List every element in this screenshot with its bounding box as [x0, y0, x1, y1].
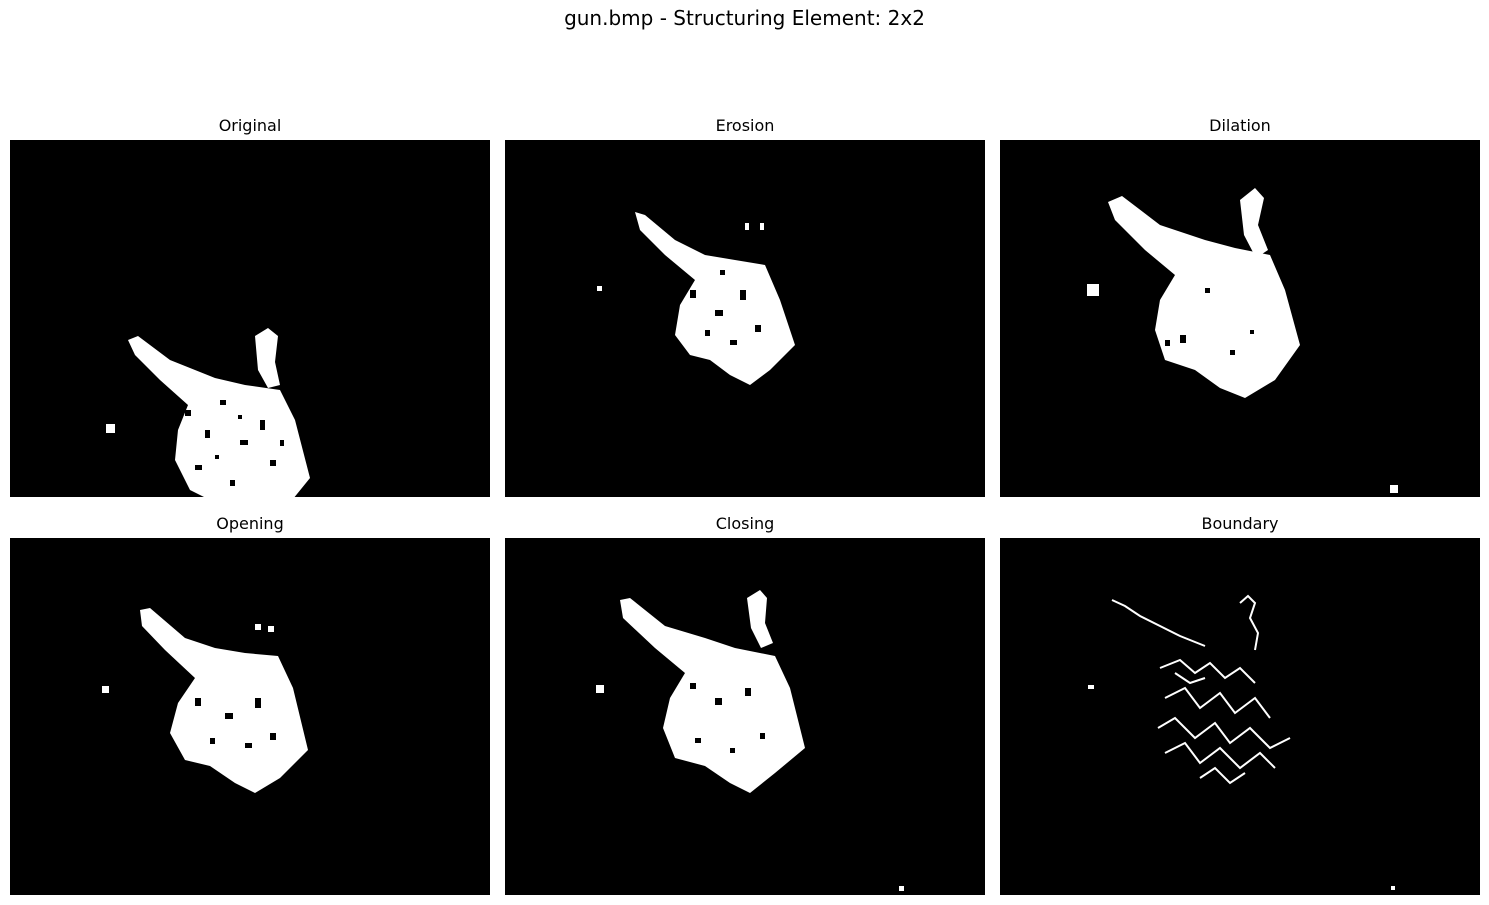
- panel-closing: [505, 538, 985, 895]
- panel-dilation: [1000, 140, 1480, 497]
- panel-title-opening: Opening: [216, 514, 284, 533]
- figure-title: gun.bmp - Structuring Element: 2x2: [564, 6, 925, 30]
- panel-boundary: [1000, 538, 1480, 895]
- panel-opening: [10, 538, 490, 895]
- panel-title-closing: Closing: [715, 514, 775, 533]
- panel-title-dilation: Dilation: [1209, 116, 1271, 135]
- panel-erosion: [505, 140, 985, 497]
- boundary-image: [1088, 594, 1395, 890]
- dilation-image: [1087, 188, 1398, 493]
- closing-image: [596, 590, 904, 891]
- panel-title-erosion: Erosion: [715, 116, 775, 135]
- original-image: [106, 328, 310, 497]
- panel-original: [10, 140, 490, 497]
- erosion-image: [597, 212, 795, 385]
- opening-image: [102, 608, 308, 793]
- panel-title-boundary: Boundary: [1201, 514, 1279, 533]
- panel-title-original: Original: [218, 116, 282, 135]
